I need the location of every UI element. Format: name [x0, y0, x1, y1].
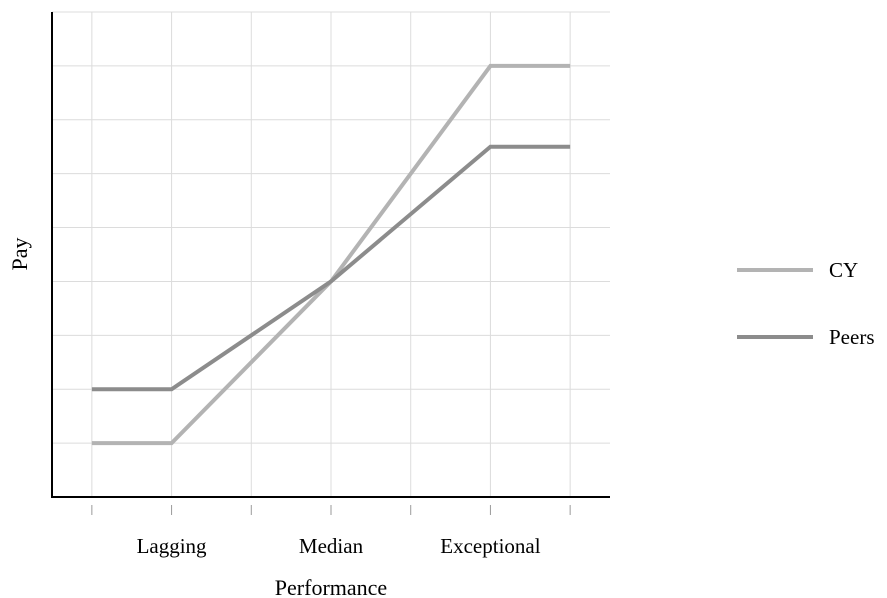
y-axis-title: Pay — [7, 238, 32, 271]
x-tick-label-median: Median — [299, 534, 364, 558]
x-tick-label-lagging: Lagging — [137, 534, 207, 558]
legend-label-peers: Peers — [829, 325, 875, 349]
legend: CY Peers — [737, 258, 875, 349]
x-ticks — [91, 505, 571, 515]
x-axis-title: Performance — [275, 575, 387, 598]
legend-label-cy: CY — [829, 258, 858, 282]
series — [91, 63, 571, 446]
x-tick-labels: Lagging Median Exceptional — [137, 534, 541, 558]
grid — [52, 11, 610, 497]
series-line-peers — [91, 144, 571, 392]
axes — [51, 12, 610, 498]
x-tick-label-exceptional: Exceptional — [440, 534, 540, 558]
